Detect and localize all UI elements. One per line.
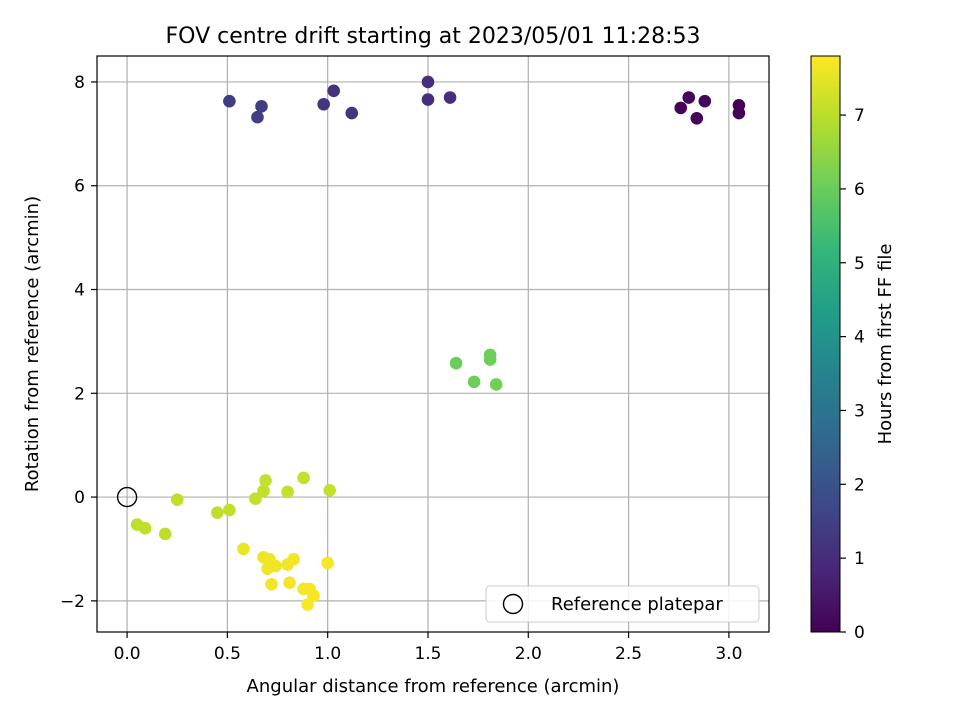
x-tick-label: 2.5	[615, 644, 642, 664]
colorbar-tick-label: 7	[854, 106, 865, 126]
data-point	[138, 521, 152, 535]
plot-frame	[96, 55, 770, 633]
legend-entry-reference: Reference platepar	[551, 594, 723, 615]
data-point	[269, 559, 282, 573]
data-point	[674, 101, 688, 115]
data-point	[297, 471, 310, 485]
chart-title: FOV centre drift starting at 2023/05/01 …	[166, 24, 701, 49]
data-point	[345, 106, 359, 120]
x-tick-label: 3.0	[715, 644, 742, 664]
data-point	[211, 506, 224, 519]
colorbar-tick-label: 3	[854, 401, 865, 421]
x-tick-label: 1.0	[314, 644, 341, 664]
data-point	[301, 598, 314, 611]
legend: Reference platepar	[485, 585, 760, 623]
data-point	[255, 100, 268, 113]
y-tick-label: 8	[74, 73, 85, 93]
data-point	[223, 94, 236, 108]
data-point	[732, 106, 746, 120]
data-point	[249, 492, 262, 505]
data-point	[483, 353, 497, 366]
legend-box	[485, 585, 760, 623]
x-tick-label: 2.0	[515, 644, 542, 664]
x-axis-ticks: 0.0 0.5 1.0 1.5 2.0 2.5 3.0	[114, 632, 742, 664]
colorbar: 0 1 2 3 4 5 6 7 Hours from first FF file	[810, 55, 896, 643]
data-point	[323, 484, 336, 497]
data-point	[698, 94, 712, 108]
data-point	[449, 356, 463, 370]
y-tick-label: 4	[74, 281, 85, 301]
reference-platepar-marker	[116, 486, 138, 508]
data-point	[321, 556, 334, 570]
y-tick-label: 2	[74, 384, 85, 404]
data-point	[317, 97, 330, 111]
data-point	[158, 527, 172, 541]
data-point	[421, 75, 435, 89]
y-tick-label: 0	[74, 488, 85, 508]
data-point	[467, 375, 481, 389]
data-point	[283, 576, 296, 590]
colorbar-tick-label: 0	[854, 623, 865, 643]
data-point	[259, 474, 272, 487]
y-tick-label: −2	[60, 592, 85, 612]
plot-background	[97, 56, 769, 632]
colorbar-ticks: 0 1 2 3 4 5 6 7	[840, 106, 865, 643]
data-point	[223, 503, 236, 517]
data-point	[421, 93, 435, 106]
data-point	[327, 84, 341, 98]
scatter-points	[130, 75, 746, 611]
data-point	[690, 111, 704, 125]
data-point	[251, 110, 264, 124]
x-tick-label: 0.0	[114, 644, 141, 664]
data-point	[443, 91, 457, 104]
plot-area: 0.0 0.5 1.0 1.5 2.0 2.5 3.0 −2 0 2 4 6 8	[60, 55, 770, 664]
data-point	[307, 589, 320, 602]
data-point	[265, 577, 278, 591]
data-point	[257, 484, 270, 498]
y-tick-label: 6	[74, 177, 85, 197]
data-point	[489, 378, 503, 391]
colorbar-label: Hours from first FF file	[875, 244, 896, 445]
y-axis-label: Rotation from reference (arcmin)	[22, 196, 43, 492]
colorbar-tick-label: 4	[854, 328, 865, 348]
legend-marker-reference	[502, 593, 524, 615]
data-point	[281, 485, 294, 499]
y-axis-ticks: −2 0 2 4 6 8	[60, 73, 97, 612]
x-axis-label: Angular distance from reference (arcmin)	[247, 676, 620, 697]
colorbar-tick-label: 1	[854, 549, 865, 569]
data-point	[237, 542, 250, 556]
data-point	[287, 553, 300, 566]
colorbar-gradient	[810, 55, 841, 633]
colorbar-tick-label: 2	[854, 475, 865, 495]
data-point	[682, 91, 696, 104]
reference-layer	[116, 486, 138, 508]
x-tick-label: 0.5	[214, 644, 241, 664]
x-tick-label: 1.5	[414, 644, 441, 664]
data-point	[170, 493, 184, 506]
grid-lines	[97, 56, 769, 632]
colorbar-tick-label: 5	[854, 254, 865, 274]
colorbar-tick-label: 6	[854, 180, 865, 200]
